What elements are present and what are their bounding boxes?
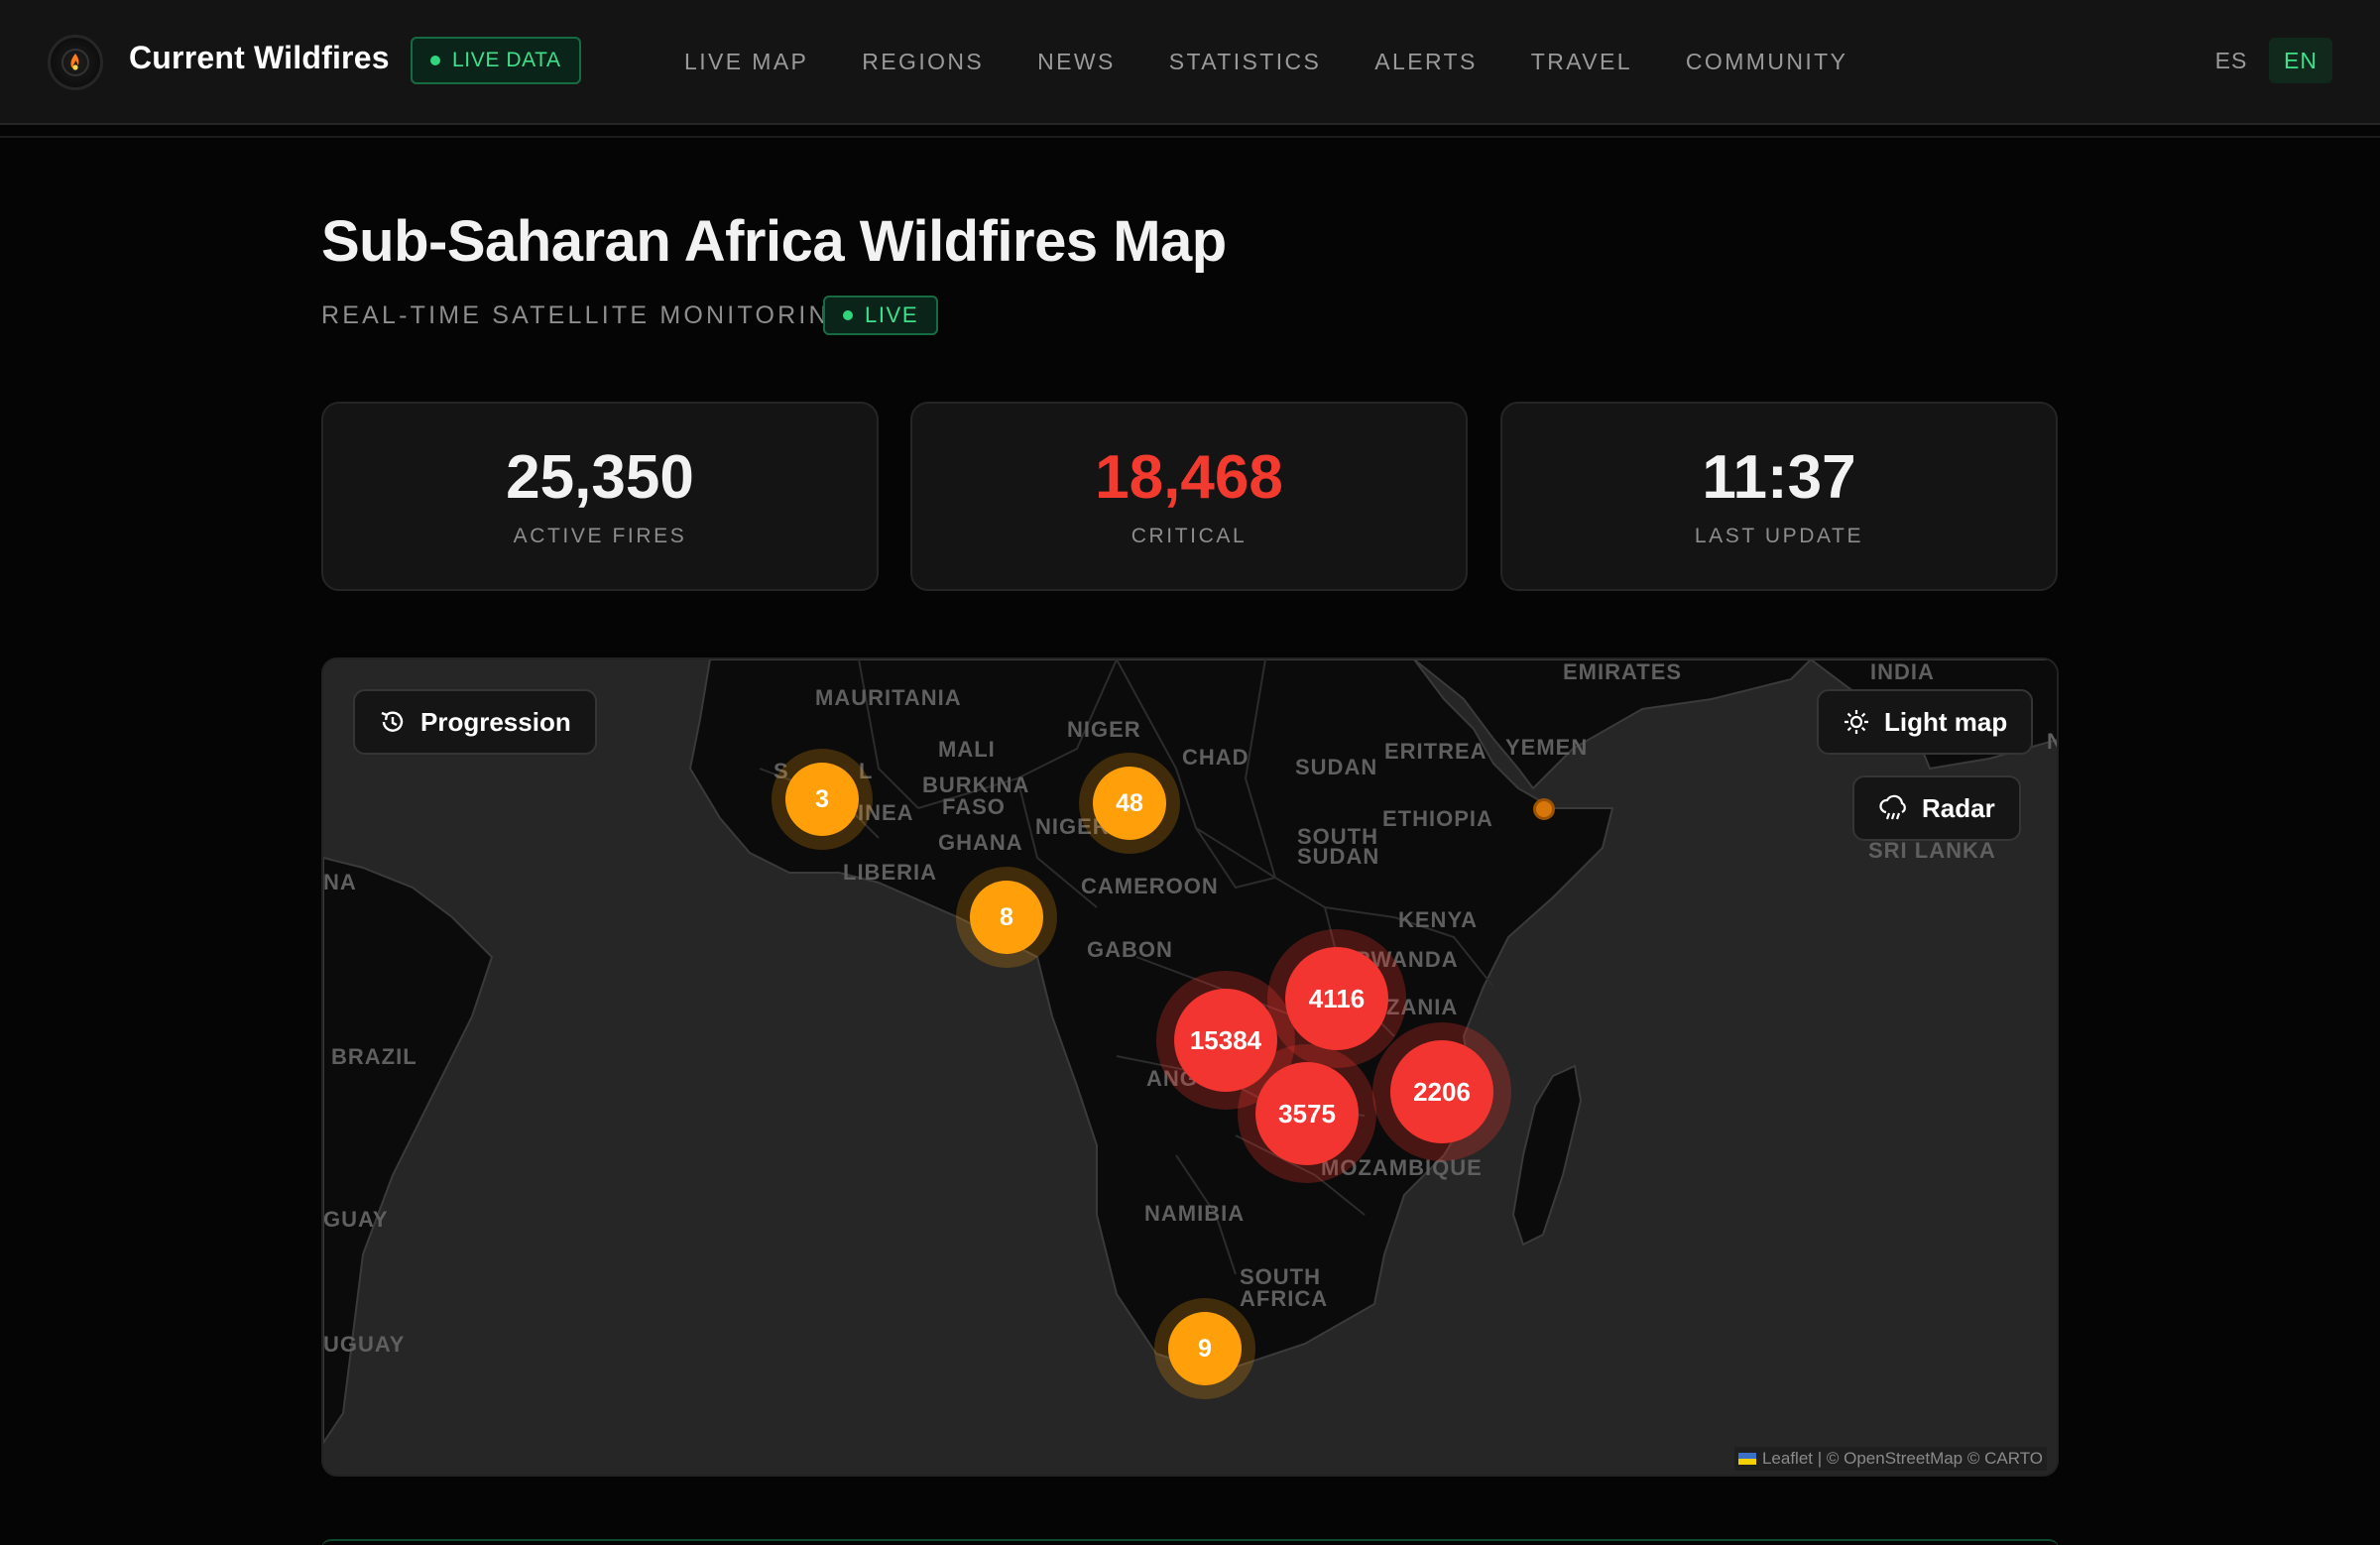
live-dot-icon: [430, 56, 440, 65]
active-fires-value: 25,350: [506, 443, 694, 512]
label-chad: CHAD: [1182, 745, 1250, 770]
label-paraguay-edge: GUAY: [323, 1207, 389, 1232]
cloud-rain-icon: [1879, 794, 1906, 820]
attribution-text[interactable]: Leaflet | © OpenStreetMap © CARTO: [1761, 1449, 2043, 1468]
page-title: Sub-Saharan Africa Wildfires Map: [321, 209, 1227, 274]
map-attribution: Leaflet | © OpenStreetMap © CARTO: [1733, 1447, 2047, 1471]
sun-icon: [1844, 710, 1868, 734]
nav-community[interactable]: COMMUNITY: [1685, 48, 1848, 74]
label-uruguay-edge: UGUAY: [323, 1332, 406, 1357]
wildfire-map[interactable]: MAURITANIA MALI NIGER CHAD SUDAN ERITREA…: [321, 657, 2059, 1477]
fire-cluster[interactable]: 3575: [1255, 1062, 1359, 1165]
brand-name[interactable]: Current Wildfires: [129, 40, 390, 75]
fire-point[interactable]: [1533, 798, 1555, 820]
fire-cluster[interactable]: 2206: [1390, 1040, 1493, 1143]
nav-alerts[interactable]: ALERTS: [1374, 48, 1478, 74]
label-south-africa-2: AFRICA: [1240, 1286, 1329, 1311]
label-south-africa-1: SOUTH: [1240, 1264, 1321, 1289]
label-kenya: KENYA: [1398, 907, 1478, 932]
progression-label: Progression: [420, 706, 571, 737]
last-update-label: LAST UPDATE: [1694, 525, 1864, 547]
label-india: INDIA: [1870, 659, 1935, 684]
label-mozambique: MOZAMBIQUE: [1321, 1155, 1483, 1180]
live-data-label: LIVE DATA: [452, 49, 561, 71]
label-sri-lanka: SRI LANKA: [1868, 838, 1996, 863]
label-senegal-1: S: [774, 759, 789, 783]
fire-cluster[interactable]: 8: [970, 881, 1043, 954]
label-south-sudan-1: SOUTH: [1297, 824, 1378, 849]
fire-cluster[interactable]: 48: [1093, 767, 1166, 840]
label-mauritania: MAURITANIA: [815, 685, 962, 710]
label-tanzania: ZANIA: [1386, 995, 1459, 1019]
last-update-card: 11:37 LAST UPDATE: [1500, 402, 2058, 591]
label-emirates: EMIRATES: [1563, 659, 1683, 684]
history-icon: [381, 711, 404, 732]
live-badge-label: LIVE: [865, 302, 919, 327]
label-eritrea: ERITREA: [1384, 739, 1488, 764]
radar-button[interactable]: Radar: [1852, 775, 2021, 841]
critical-card: 18,468 CRITICAL: [910, 402, 1468, 591]
label-ethiopia: ETHIOPIA: [1382, 806, 1493, 831]
fire-cluster[interactable]: 3: [785, 763, 859, 836]
live-dot-icon: [843, 310, 853, 320]
last-update-value: 11:37: [1702, 443, 1856, 512]
flame-icon: [61, 49, 89, 76]
label-liberia: LIBERIA: [843, 860, 937, 885]
critical-label: CRITICAL: [1130, 525, 1248, 547]
main-nav: LIVE MAP REGIONS NEWS STATISTICS ALERTS …: [684, 0, 1847, 123]
page-subtitle: REAL-TIME SATELLITE MONITORING: [321, 301, 853, 329]
nav-regions[interactable]: REGIONS: [862, 48, 985, 74]
fire-cluster[interactable]: 9: [1168, 1312, 1242, 1385]
language-en-button[interactable]: EN: [2269, 38, 2332, 83]
label-ghana-edge: NA: [323, 870, 357, 894]
label-yemen: YEMEN: [1505, 735, 1589, 760]
fire-cluster[interactable]: 4116: [1285, 947, 1388, 1050]
ukraine-flag-icon: [1737, 1453, 1756, 1465]
radar-label: Radar: [1922, 792, 1995, 823]
light-map-label: Light map: [1884, 706, 2008, 737]
live-badge: LIVE: [823, 296, 939, 335]
label-gabon: GABON: [1087, 937, 1173, 962]
divider: [0, 136, 2380, 138]
label-namibia: NAMIBIA: [1144, 1201, 1246, 1226]
label-burkina: BURKINA: [922, 772, 1030, 797]
language-es-button[interactable]: ES: [2214, 47, 2248, 73]
south-america-landmass: [323, 856, 494, 1445]
label-sudan: SUDAN: [1295, 755, 1378, 779]
label-senegal-2: L: [859, 759, 874, 783]
label-ghana: GHANA: [938, 830, 1023, 855]
label-mali: MALI: [938, 737, 996, 762]
label-south-sudan-2: SUDAN: [1297, 844, 1380, 869]
nav-statistics[interactable]: STATISTICS: [1168, 48, 1322, 74]
arabia-landmass: [1412, 659, 1813, 790]
label-faso: FASO: [942, 794, 1006, 819]
critical-value: 18,468: [1095, 443, 1283, 512]
nav-news[interactable]: NEWS: [1037, 48, 1116, 74]
madagascar-landmass: [1511, 1064, 1583, 1247]
active-fires-card: 25,350 ACTIVE FIRES: [321, 402, 879, 591]
wildfire-logo-icon[interactable]: [48, 35, 103, 90]
progression-button[interactable]: Progression: [353, 689, 597, 755]
top-navigation-bar: Current Wildfires LIVE DATA LIVE MAP REG…: [0, 0, 2380, 125]
next-section-edge: [321, 1539, 2059, 1545]
active-fires-label: ACTIVE FIRES: [513, 525, 687, 547]
label-cameroon: CAMEROON: [1081, 874, 1219, 898]
label-brazil: BRAZIL: [331, 1044, 417, 1069]
live-data-badge: LIVE DATA: [411, 37, 581, 84]
light-map-button[interactable]: Light map: [1817, 689, 2034, 755]
label-edge-n: N: [2047, 729, 2057, 755]
label-niger: NIGER: [1067, 717, 1141, 742]
nav-travel[interactable]: TRAVEL: [1530, 48, 1632, 74]
fire-cluster[interactable]: 15384: [1174, 989, 1277, 1092]
nav-live-map[interactable]: LIVE MAP: [684, 48, 809, 74]
